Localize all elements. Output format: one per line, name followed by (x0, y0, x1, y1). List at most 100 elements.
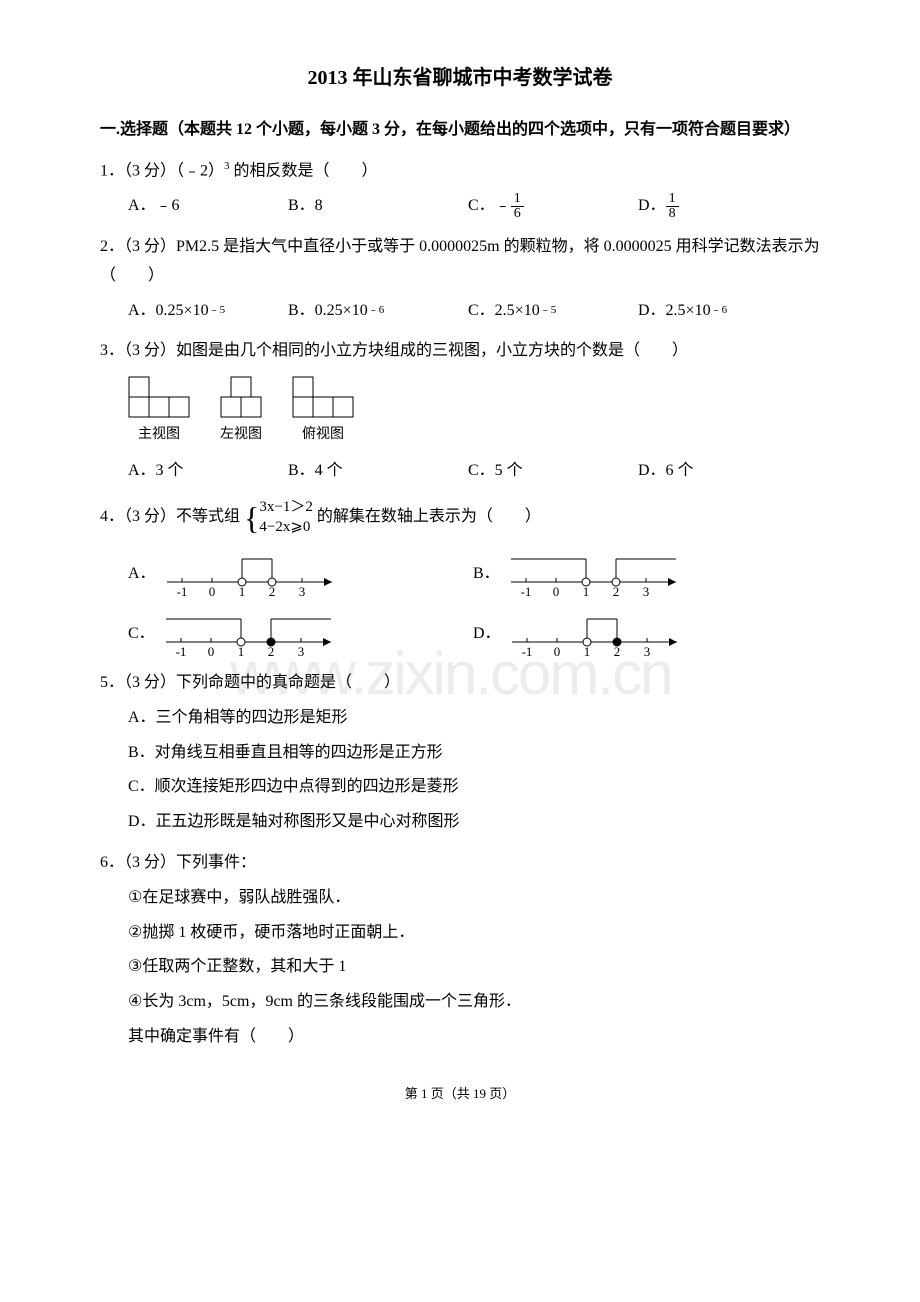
q1-option-c: C． ﹣ 1 6 (468, 192, 638, 221)
q1-c-fraction: 1 6 (511, 192, 524, 221)
q1-c-neg: ﹣ (495, 192, 511, 221)
q1-d-fraction: 1 8 (666, 192, 679, 221)
q1-c-den: 6 (511, 207, 524, 221)
q6-item-4: ④长为 3cm，5cm，9cm 的三条线段能围成一个三角形． (128, 988, 820, 1017)
svg-text:3: 3 (298, 584, 305, 597)
page-footer: 第 1 页（共 19 页） (100, 1082, 820, 1105)
question-6: 6．（3 分）下列事件： (100, 849, 820, 878)
q3-left-label: 左视图 (220, 422, 262, 447)
q3-views: 主视图 左视图 俯视图 (128, 376, 820, 447)
q4-system: { 3x−1＞2 4−2x⩾0 (244, 498, 313, 537)
svg-text:-1: -1 (176, 584, 187, 597)
q3-top-label: 俯视图 (302, 422, 344, 447)
q6-text-4: 长为 3cm，5cm，9cm 的三条线段能围成一个三角形． (142, 993, 521, 1010)
q4-stem-post: 的解集在数轴上表示为（ ） (317, 508, 541, 525)
q2-d-exp: ﹣6 (711, 301, 728, 321)
q4-row1: A． -1 0 1 2 3 B． (128, 547, 820, 597)
q2-b-pre: B．0.25×10 (288, 297, 368, 326)
q1-d-den: 8 (666, 207, 679, 221)
q6-item-1: ①在足球赛中，弱队战胜强队． (128, 884, 820, 913)
q4-b-label: B． (473, 560, 500, 589)
q2-d-pre: D．2.5×10 (638, 297, 711, 326)
q6-text-2: 抛掷 1 枚硬币，硬币落地时正面朝上． (142, 924, 414, 941)
q2-a-exp: ﹣5 (209, 301, 226, 321)
q3-options: A．3 个 B．4 个 C．5 个 D．6 个 (128, 457, 820, 486)
q2-option-d: D．2.5×10﹣6 (638, 297, 778, 326)
left-view-icon (220, 376, 262, 418)
q3-option-b: B．4 个 (288, 457, 468, 486)
q6-tail: 其中确定事件有（ ） (128, 1023, 820, 1052)
q4-sys-lines: 3x−1＞2 4−2x⩾0 (259, 498, 312, 537)
q2-c-pre: C．2.5×10 (468, 297, 540, 326)
q5-option-b: B．对角线互相垂直且相等的四边形是正方形 (128, 739, 820, 768)
svg-text:-1: -1 (521, 644, 532, 657)
q1-d-num: 1 (666, 192, 679, 207)
q2-a-pre: A．0.25×10 (128, 297, 209, 326)
q1-option-d: D． 1 8 (638, 192, 778, 221)
svg-text:0: 0 (207, 644, 214, 657)
q4-a-label: A． (128, 560, 156, 589)
q1-stem-prefix: 1．（3 分）（﹣2） (100, 162, 224, 179)
question-3: 3．（3 分）如图是由几个相同的小立方块组成的三视图，小立方块的个数是（ ） (100, 337, 820, 366)
q4-option-d: D． -1 0 1 2 3 (473, 607, 783, 657)
question-5: 5．（3 分）下列命题中的真命题是（ ） (100, 669, 820, 698)
svg-text:3: 3 (642, 584, 649, 597)
q2-option-c: C．2.5×10﹣5 (468, 297, 638, 326)
q1-c-num: 1 (511, 192, 524, 207)
q4-option-c: C． -1 0 1 2 3 (128, 607, 473, 657)
q1-d-label: D． (638, 192, 666, 221)
numberline-b-icon: -1 0 1 2 3 (506, 547, 686, 597)
svg-text:0: 0 (208, 584, 215, 597)
svg-text:-1: -1 (520, 584, 531, 597)
q3-top-view: 俯视图 (292, 376, 354, 447)
q3-option-a: A．3 个 (128, 457, 288, 486)
q2-b-exp: ﹣6 (368, 301, 385, 321)
numberline-d-icon: -1 0 1 2 3 (507, 607, 687, 657)
q6-item-3: ③任取两个正整数，其和大于 1 (128, 953, 820, 982)
brace-icon: { (244, 502, 259, 534)
q6-text-1: 在足球赛中，弱队战胜强队． (142, 889, 350, 906)
svg-text:0: 0 (552, 584, 559, 597)
q1-c-label: C． (468, 192, 495, 221)
q6-text-3: 任取两个正整数，其和大于 1 (142, 958, 346, 975)
q3-front-view: 主视图 (128, 376, 190, 447)
q4-line1: 3x−1＞2 (259, 498, 312, 518)
q3-option-d: D．6 个 (638, 457, 778, 486)
q3-front-label: 主视图 (138, 422, 180, 447)
q5-option-c: C．顺次连接矩形四边中点得到的四边形是菱形 (128, 773, 820, 802)
q4-line2: 4−2x⩾0 (259, 518, 312, 538)
question-1: 1．（3 分）（﹣2）3 的相反数是（ ） (100, 157, 820, 186)
q6-item-2: ②抛掷 1 枚硬币，硬币落地时正面朝上． (128, 919, 820, 948)
svg-text:3: 3 (643, 644, 650, 657)
q4-stem-pre: 4．（3 分）不等式组 (100, 508, 240, 525)
q3-option-c: C．5 个 (468, 457, 638, 486)
q6-num-3: ③ (128, 953, 142, 982)
numberline-c-icon: -1 0 1 2 3 (161, 607, 341, 657)
svg-text:3: 3 (297, 644, 304, 657)
q1-option-b: B．8 (288, 192, 468, 221)
q5-option-a: A．三个角相等的四边形是矩形 (128, 704, 820, 733)
q6-num-1: ① (128, 884, 142, 913)
page-content: 2013 年山东省聊城市中考数学试卷 一.选择题（本题共 12 个小题，每小题 … (100, 60, 820, 1105)
q6-num-4: ④ (128, 988, 142, 1017)
q6-num-2: ② (128, 919, 142, 948)
q2-options: A．0.25×10﹣5 B．0.25×10﹣6 C．2.5×10﹣5 D．2.5… (128, 297, 820, 326)
q4-row2: C． -1 0 1 2 3 D． (128, 607, 820, 657)
q4-option-a: A． -1 0 1 2 3 (128, 547, 473, 597)
q2-c-exp: ﹣5 (540, 301, 557, 321)
q1-options: A．﹣6 B．8 C． ﹣ 1 6 D． 1 8 (128, 192, 820, 221)
exam-title: 2013 年山东省聊城市中考数学试卷 (100, 60, 820, 96)
section-header: 一.选择题（本题共 12 个小题，每小题 3 分，在每小题给出的四个选项中，只有… (100, 116, 820, 145)
q4-c-label: C． (128, 620, 155, 649)
q2-option-b: B．0.25×10﹣6 (288, 297, 468, 326)
question-2: 2．（3 分）PM2.5 是指大气中直径小于或等于 0.0000025m 的颗粒… (100, 233, 820, 291)
q1-option-a: A．﹣6 (128, 192, 288, 221)
top-view-icon (292, 376, 354, 418)
q5-option-d: D．正五边形既是轴对称图形又是中心对称图形 (128, 808, 820, 837)
question-4: 4．（3 分）不等式组 { 3x−1＞2 4−2x⩾0 的解集在数轴上表示为（ … (100, 498, 820, 537)
q3-left-view: 左视图 (220, 376, 262, 447)
q1-stem-suffix: 的相反数是（ ） (230, 162, 378, 179)
svg-text:-1: -1 (175, 644, 186, 657)
numberline-a-icon: -1 0 1 2 3 (162, 547, 342, 597)
q2-option-a: A．0.25×10﹣5 (128, 297, 288, 326)
